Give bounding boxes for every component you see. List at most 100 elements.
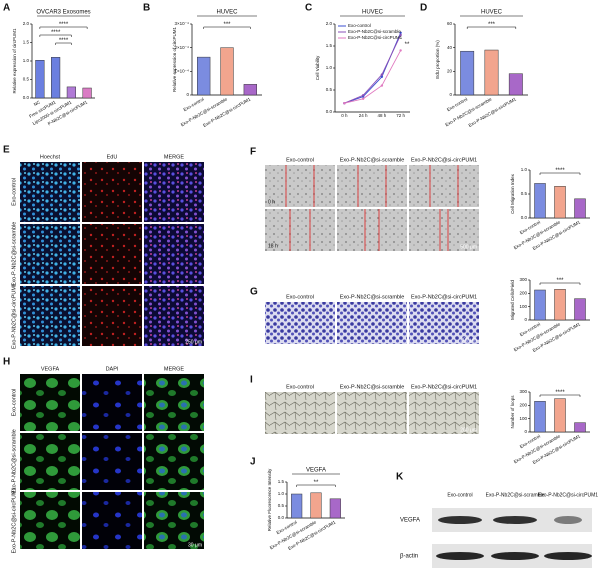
- significance: ****: [51, 30, 61, 36]
- column-header: Exo-P-Nb2C@si-circPUM1: [411, 384, 477, 390]
- micrograph: [144, 433, 204, 490]
- micrograph: [20, 224, 80, 284]
- bar: [574, 198, 586, 219]
- micrograph: [409, 209, 479, 251]
- column-header: VEGFA: [41, 366, 60, 372]
- panel-label: A: [3, 3, 10, 14]
- bar: [220, 47, 234, 96]
- blot-band: [554, 516, 582, 524]
- row-label: VEGFA: [400, 518, 420, 524]
- y-tick-label: 0.5: [23, 77, 30, 82]
- bar: [197, 56, 211, 96]
- bar: [554, 289, 566, 321]
- significance-bracket: [39, 26, 88, 29]
- micrograph: [82, 224, 142, 284]
- y-tick-label: 20: [447, 69, 453, 74]
- micrograph: [265, 392, 335, 434]
- column-header: Exo-P-Nb2C@si-scramble: [486, 492, 545, 498]
- y-tick-label: 0: [524, 429, 527, 434]
- significance-bracket: [296, 484, 336, 487]
- point: [380, 73, 384, 76]
- chart-title: OVCAR3 Exosomes: [36, 10, 90, 16]
- chart-title: HUVEC: [481, 10, 503, 16]
- bar: [554, 398, 566, 433]
- y-tick-label: 0: [186, 92, 189, 97]
- y-tick-label: 0.0: [278, 515, 285, 520]
- y-tick-label: 40: [447, 45, 453, 50]
- y-tick-label: 60: [447, 21, 453, 26]
- point: [380, 84, 384, 87]
- y-axis-label: EdU proportion (%): [435, 40, 440, 79]
- bar: [534, 401, 546, 433]
- column-header: EdU: [107, 154, 118, 160]
- y-tick-label: 0: [524, 317, 527, 322]
- panel-label: I: [250, 375, 253, 386]
- y-tick-label: 300: [519, 389, 527, 394]
- micrograph: [82, 286, 142, 346]
- y-tick-label: 2.0: [326, 21, 333, 26]
- legend-entry: Exo-P-Nb2C@si-circPUM1: [348, 35, 403, 40]
- bar: [51, 57, 61, 99]
- column-header: Exo-P-Nb2C@si-scramble: [340, 384, 405, 390]
- legend-entry: Exo-control: [348, 23, 371, 28]
- chart-title: HUVEC: [362, 10, 384, 16]
- y-tick-label: 0.0: [521, 215, 528, 220]
- bar: [35, 60, 45, 99]
- micrograph: [144, 374, 204, 431]
- bar: [574, 298, 586, 321]
- micrograph: [409, 392, 479, 434]
- line: [344, 50, 402, 104]
- micrograph: [144, 162, 204, 222]
- scale-bar-label: 500 μm: [460, 244, 477, 250]
- y-tick-label: 1.0: [326, 65, 333, 70]
- panel-label: B: [143, 3, 150, 14]
- column-header: MERGE: [164, 154, 185, 160]
- micrograph: [82, 162, 142, 222]
- column-header: Exo-control: [286, 294, 314, 300]
- column-header: Exo-P-Nb2C@si-circPUM1: [411, 157, 477, 163]
- scale-bar-label: 30 μm: [188, 542, 202, 548]
- column-header: Exo-P-Nb2C@si-scramble: [340, 294, 405, 300]
- bar: [310, 492, 322, 519]
- bar: [534, 289, 546, 321]
- micrograph: [265, 302, 335, 344]
- bar: [554, 186, 566, 219]
- annotation: **: [405, 42, 410, 48]
- line: [344, 34, 402, 104]
- x-tick-label: Exo-P-Nb2C@si-circPUM1: [468, 96, 518, 128]
- bar: [460, 50, 475, 96]
- legend-entry: Exo-P-Nb2C@si-scramble: [348, 29, 401, 34]
- y-tick-label: 0.0: [23, 95, 30, 100]
- row-label: Exo-P-Nb2C@si-scramble: [11, 429, 17, 494]
- y-tick-label: 100: [519, 304, 527, 309]
- point: [361, 97, 365, 101]
- row-label: 0 h: [268, 199, 275, 205]
- micrograph: [337, 392, 407, 434]
- blot-band: [491, 552, 539, 560]
- point: [380, 75, 384, 79]
- y-tick-label: 0: [449, 92, 452, 97]
- y-tick-label: 1.5: [23, 40, 30, 45]
- scale-bar-label: 200 μm: [460, 337, 477, 343]
- micrograph: [20, 286, 80, 346]
- significance-bracket: [539, 394, 581, 397]
- blot-band: [544, 552, 592, 560]
- significance: ****: [59, 38, 69, 44]
- column-header: Exo-control: [286, 384, 314, 390]
- y-tick-label: 1.5: [326, 43, 333, 48]
- bar: [243, 84, 258, 96]
- y-tick-label: 0.5: [326, 87, 333, 92]
- blot-band: [436, 552, 484, 560]
- scale-bar-label: 250 μm: [185, 339, 202, 345]
- y-tick-label: 2×10⁻⁴: [175, 45, 190, 50]
- y-tick-label: 100: [519, 416, 527, 421]
- row-label: 18 h: [268, 243, 278, 249]
- x-tick-label: 48 h: [377, 113, 386, 118]
- bar: [508, 73, 523, 96]
- micrograph: [20, 492, 80, 549]
- micrograph: [144, 492, 204, 549]
- panel-label: D: [420, 3, 427, 14]
- chart-title: VEGFA: [306, 468, 326, 474]
- micrograph: [20, 374, 80, 431]
- significance: ***: [223, 22, 231, 28]
